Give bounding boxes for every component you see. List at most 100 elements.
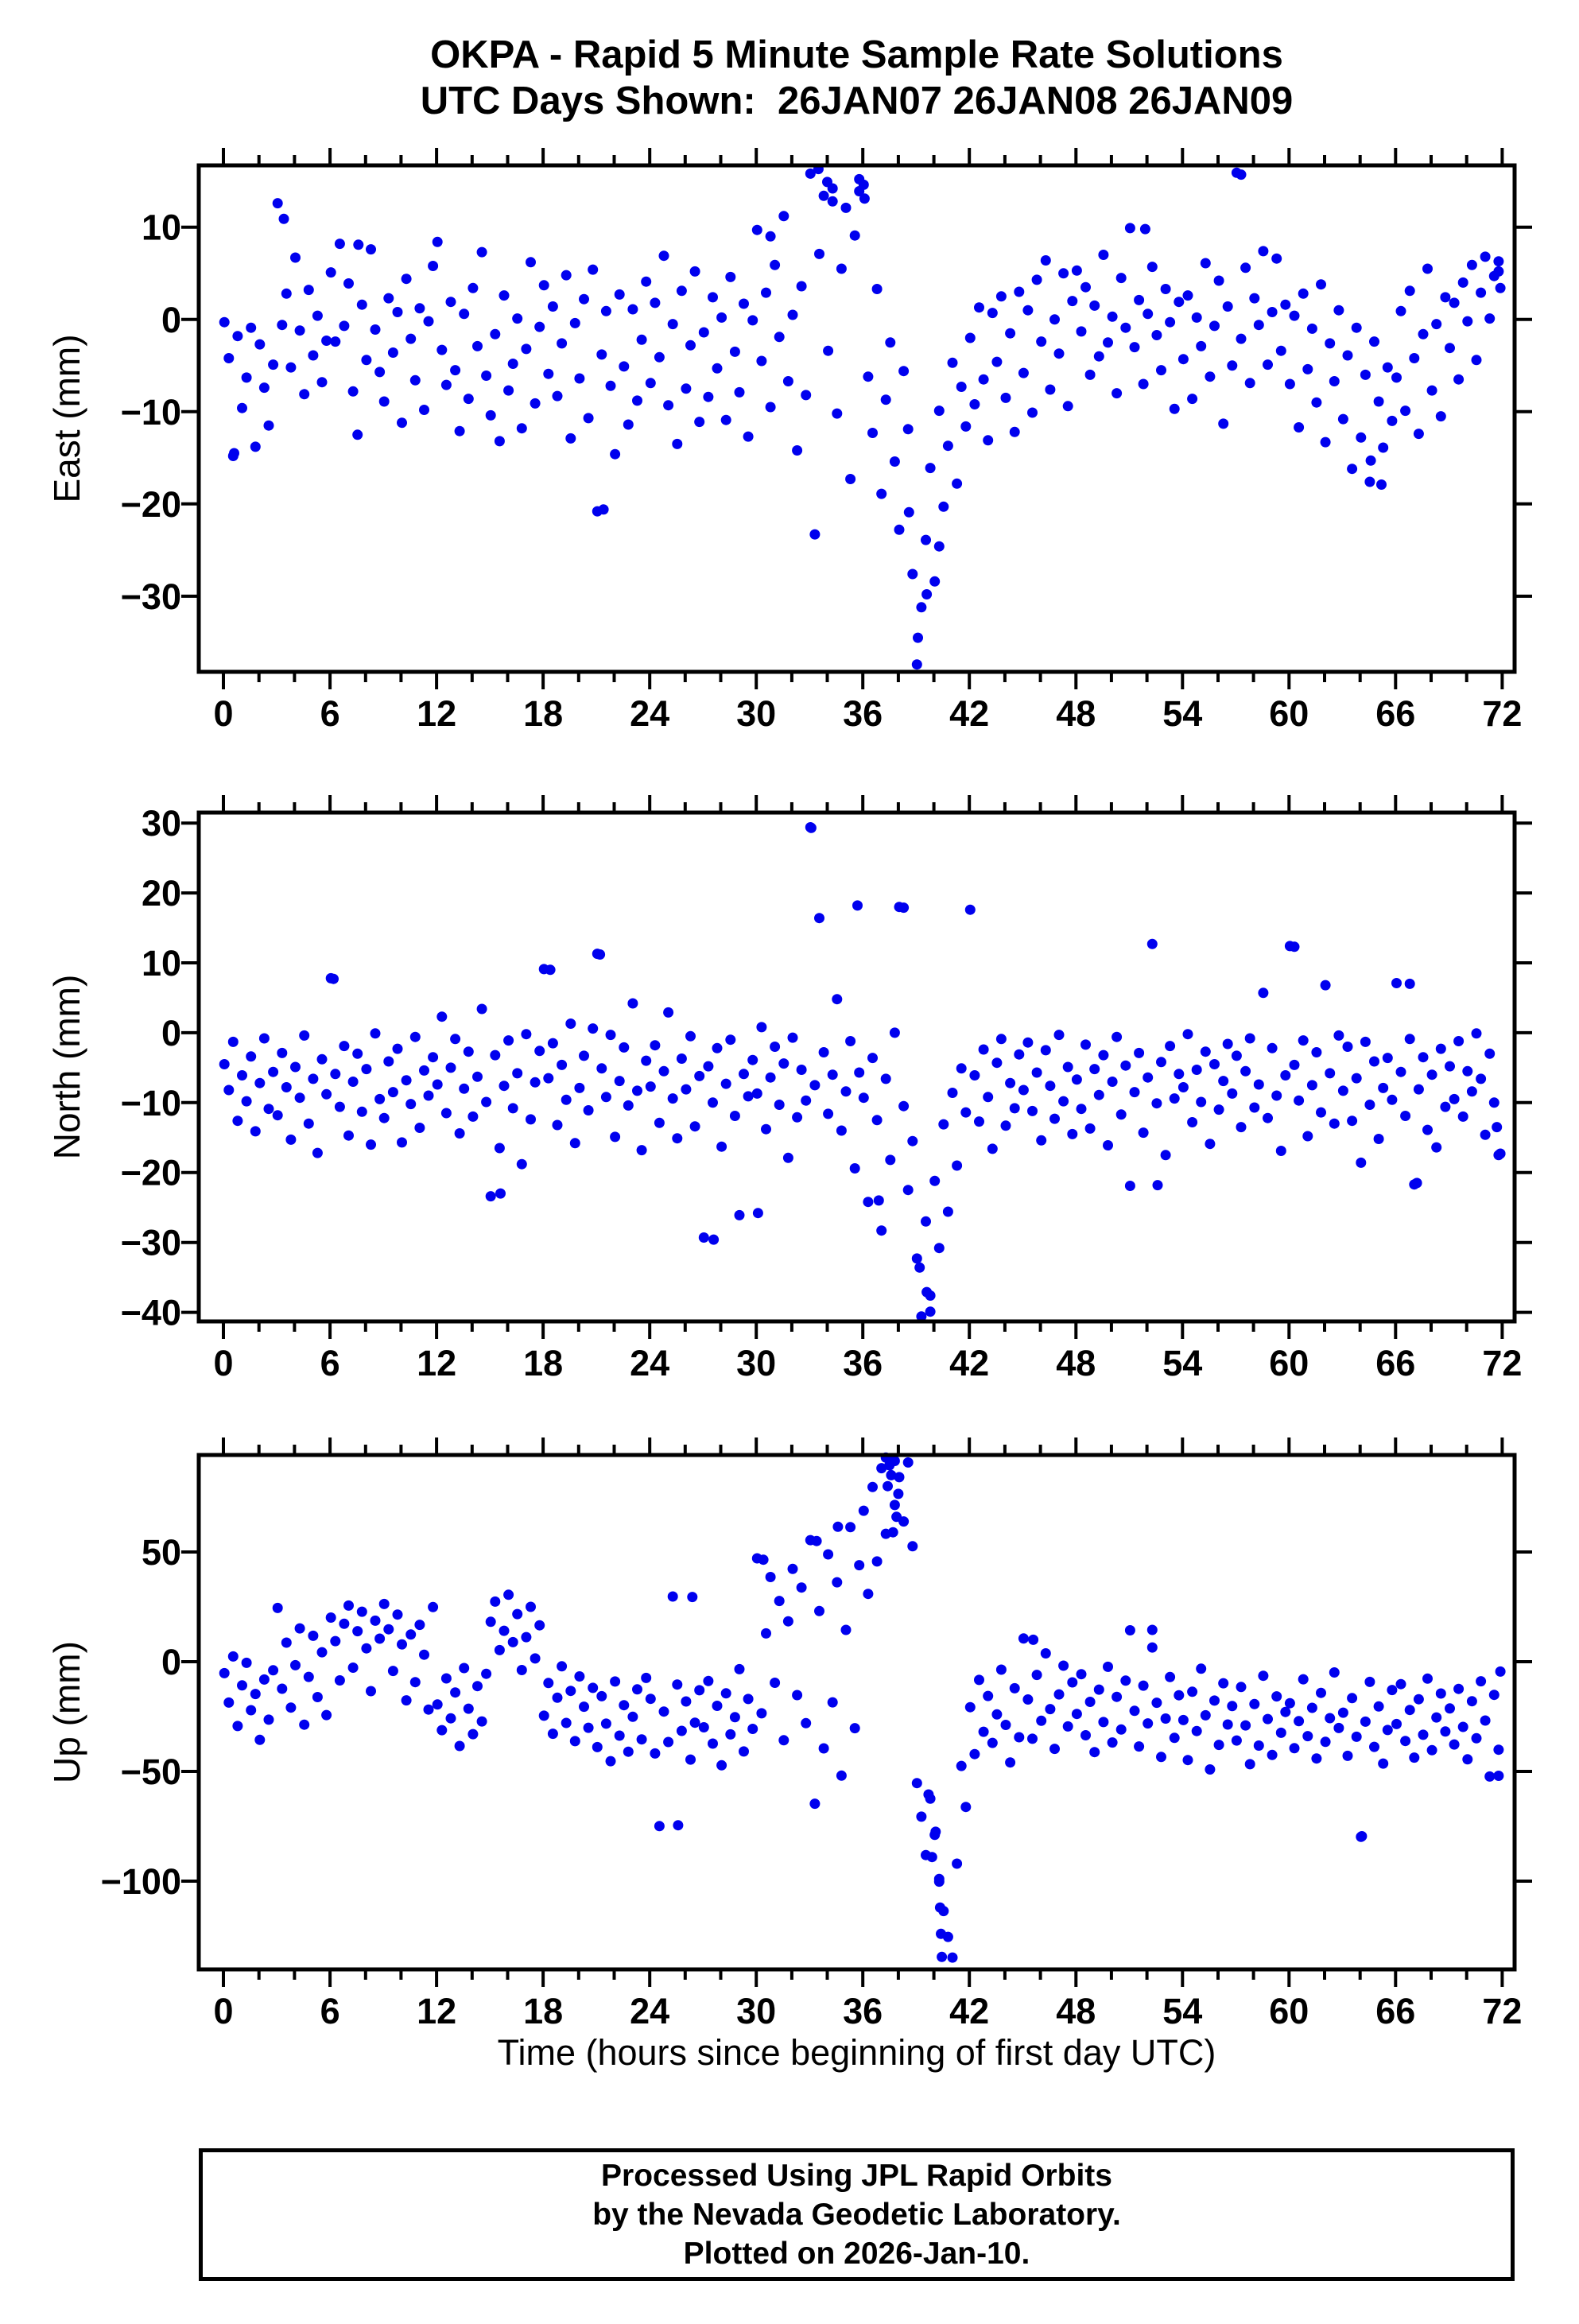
- data-point: [667, 1093, 678, 1104]
- data-point: [499, 1625, 510, 1636]
- data-point: [840, 1624, 852, 1635]
- data-point: [285, 362, 297, 373]
- data-point: [663, 1007, 674, 1018]
- data-point: [725, 1728, 736, 1740]
- data-point: [894, 1472, 905, 1483]
- data-point: [334, 1101, 345, 1112]
- data-point: [1316, 1687, 1326, 1698]
- data-point: [645, 1081, 656, 1092]
- data-point: [725, 271, 736, 282]
- data-point: [814, 1605, 824, 1616]
- data-point: [1471, 355, 1482, 366]
- data-point: [258, 1033, 270, 1044]
- data-point: [263, 1714, 274, 1725]
- data-point: [1018, 367, 1029, 378]
- data-point: [1493, 256, 1504, 267]
- data-point: [1240, 262, 1251, 274]
- data-point: [1466, 1696, 1477, 1707]
- data-point: [583, 1722, 594, 1733]
- data-point: [1067, 1677, 1078, 1688]
- data-point: [871, 1556, 883, 1567]
- data-point: [1000, 1720, 1011, 1730]
- data-point: [942, 1206, 953, 1217]
- data-point: [823, 1108, 834, 1119]
- data-point: [689, 1121, 700, 1132]
- y-tick-label: 10: [142, 208, 181, 248]
- data-point: [1466, 259, 1477, 270]
- data-point: [432, 1699, 443, 1710]
- data-point: [1445, 1703, 1455, 1714]
- data-point: [232, 1115, 243, 1127]
- data-point: [495, 1188, 506, 1199]
- data-point: [933, 405, 945, 417]
- x-tick-label: 60: [1269, 1991, 1309, 2031]
- data-point: [873, 1195, 884, 1206]
- data-point: [1115, 1724, 1127, 1735]
- data-point: [588, 264, 599, 275]
- data-point: [938, 1119, 949, 1130]
- data-point: [476, 246, 487, 258]
- data-point: [392, 307, 403, 317]
- data-point: [1182, 1755, 1193, 1766]
- data-point: [1306, 1080, 1317, 1091]
- data-point: [743, 1694, 754, 1705]
- data-point: [1466, 1086, 1477, 1097]
- data-point: [263, 1104, 274, 1115]
- data-point: [952, 1858, 963, 1869]
- data-point: [378, 396, 390, 407]
- data-point: [716, 312, 727, 323]
- data-point: [774, 332, 785, 343]
- data-point: [1311, 397, 1322, 408]
- data-point: [1124, 223, 1135, 234]
- data-point: [1165, 316, 1176, 328]
- data-point: [1080, 1039, 1091, 1050]
- data-point: [1449, 297, 1460, 308]
- data-point: [956, 1063, 967, 1074]
- data-point: [1431, 1142, 1442, 1153]
- footer-line2: by the Nevada Geodetic Laboratory.: [592, 2198, 1121, 2232]
- data-point: [534, 1046, 545, 1057]
- data-point: [605, 1030, 616, 1041]
- data-point: [1329, 376, 1340, 386]
- data-point: [538, 280, 549, 291]
- data-point: [308, 1630, 319, 1641]
- data-point: [481, 1096, 492, 1108]
- data-point: [1049, 314, 1060, 325]
- data-point: [942, 440, 953, 452]
- data-point: [290, 1061, 301, 1073]
- data-point: [436, 344, 448, 355]
- data-point: [840, 1086, 852, 1097]
- data-point: [929, 576, 941, 587]
- data-point: [933, 1243, 945, 1254]
- data-point: [1076, 1669, 1087, 1680]
- data-point: [258, 1674, 270, 1685]
- data-point: [1395, 305, 1406, 316]
- data-point: [223, 353, 235, 363]
- data-point: [667, 1591, 678, 1602]
- x-tick-label: 0: [213, 693, 233, 734]
- data-point: [428, 261, 439, 271]
- data-point: [1139, 223, 1150, 235]
- data-point: [712, 1701, 723, 1711]
- data-point: [1480, 251, 1491, 262]
- data-point: [1093, 1089, 1104, 1100]
- y-tick-label: 30: [142, 803, 181, 844]
- data-point: [583, 1105, 594, 1115]
- data-point: [565, 433, 576, 444]
- data-point: [401, 1695, 412, 1706]
- data-point: [1422, 263, 1433, 274]
- data-point: [650, 1040, 661, 1051]
- x-tick-label: 42: [949, 1991, 989, 2031]
- data-point: [227, 1036, 239, 1047]
- data-point: [370, 324, 381, 335]
- data-point: [232, 1721, 243, 1732]
- data-point: [1093, 1684, 1104, 1695]
- data-point: [330, 1635, 341, 1647]
- data-point: [658, 250, 669, 262]
- data-point: [1476, 1073, 1487, 1084]
- data-point: [1249, 293, 1260, 304]
- data-point: [557, 1661, 568, 1672]
- data-point: [387, 1087, 398, 1098]
- data-point: [756, 1708, 767, 1719]
